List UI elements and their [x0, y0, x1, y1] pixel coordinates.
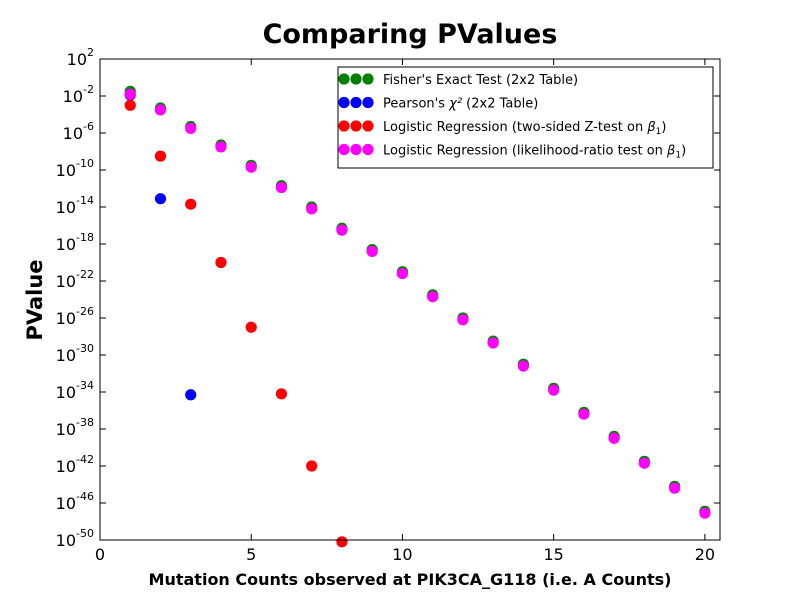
legend-marker-pearson [350, 96, 362, 109]
legend-label-logit_lr: Logistic Regression (likelihood-ratio te… [383, 144, 686, 161]
point-logit_z [275, 388, 288, 400]
legend-label-fisher: Fisher's Exact Test (2x2 Table) [383, 73, 578, 88]
axis-ticks: 0 5 10 15 20 102 10-2 10-6 10-10 10-14 10-18 10-22 1… [56, 46, 720, 564]
legend-marker-fisher [350, 73, 362, 85]
point-logit_z [185, 198, 197, 210]
point-logit_z [336, 536, 348, 548]
point-pearson [154, 193, 167, 205]
legend-marker-logit_z [338, 120, 350, 132]
legend-marker-logit_lr [338, 143, 350, 156]
point-logit_lr [638, 457, 650, 469]
y-tick-label: 10-46 [56, 490, 94, 513]
point-logit_lr [245, 161, 257, 173]
point-logit_lr [154, 104, 167, 116]
point-logit_lr [578, 408, 590, 420]
plot-frame [99, 58, 721, 541]
y-tick-label: 10-14 [56, 194, 94, 217]
legend-marker-pearson [362, 96, 374, 109]
point-pearson [185, 389, 197, 401]
y-tick-label: 10-50 [56, 527, 94, 550]
x-tick-label: 0 [95, 545, 105, 564]
point-logit_lr [699, 507, 711, 519]
point-logit_z [124, 99, 136, 111]
point-logit_lr [608, 432, 620, 444]
legend-box [337, 66, 714, 169]
y-axis-label: PValue [23, 259, 47, 340]
point-logit_lr [457, 314, 469, 326]
chart-title: Comparing PValues [263, 19, 558, 50]
y-tick-label: 10-6 [63, 120, 94, 143]
point-logit_lr [517, 360, 530, 372]
data-points [124, 85, 711, 548]
point-logit_lr [185, 122, 197, 134]
legend-marker-fisher [338, 73, 350, 85]
x-axis-label: Mutation Counts observed at PIK3CA_G118 … [149, 570, 672, 589]
y-tick-label: 10-26 [56, 305, 94, 328]
y-tick-label: 10-22 [56, 268, 94, 291]
y-tick-label: 102 [67, 46, 94, 69]
point-logit_lr [427, 291, 439, 303]
point-logit_lr [396, 268, 409, 280]
point-logit_lr [548, 384, 560, 396]
legend-marker-logit_lr [362, 143, 374, 156]
legend-marker-logit_z [362, 120, 374, 132]
point-logit_z [306, 460, 318, 472]
y-tick-label: 10-30 [56, 342, 94, 365]
point-logit_lr [336, 224, 348, 236]
x-tick-label: 15 [543, 545, 563, 564]
x-tick-label: 20 [695, 545, 715, 564]
y-tick-label: 10-18 [56, 231, 94, 254]
legend: Fisher's Exact Test (2x2 Table) Pearson's… [337, 66, 714, 169]
x-tick-label: 10 [392, 545, 412, 564]
point-logit_lr [366, 245, 378, 257]
legend-marker-fisher [362, 73, 374, 85]
point-logit_z [215, 256, 227, 269]
point-logit_z [245, 321, 257, 333]
y-tick-label: 10-2 [63, 83, 94, 106]
legend-label-pearson: Pearson's χ² (2x2 Table) [383, 97, 538, 112]
y-tick-label: 10-38 [56, 416, 94, 439]
legend-label-logit_z: Logistic Regression (two-sided Z-test on… [383, 120, 666, 137]
legend-marker-pearson [338, 96, 350, 109]
x-tick-label: 5 [246, 545, 256, 564]
point-logit_lr [669, 482, 681, 494]
point-logit_z [154, 150, 167, 162]
point-logit_lr [124, 88, 136, 100]
point-logit_lr [487, 337, 499, 349]
legend-marker-logit_z [350, 120, 362, 132]
legend-marker-logit_lr [350, 143, 362, 156]
y-tick-label: 10-42 [56, 453, 94, 476]
y-tick-label: 10-10 [56, 157, 94, 180]
point-logit_lr [275, 181, 288, 194]
point-logit_lr [306, 203, 318, 215]
point-logit_lr [215, 141, 227, 153]
y-tick-label: 10-34 [56, 379, 94, 402]
